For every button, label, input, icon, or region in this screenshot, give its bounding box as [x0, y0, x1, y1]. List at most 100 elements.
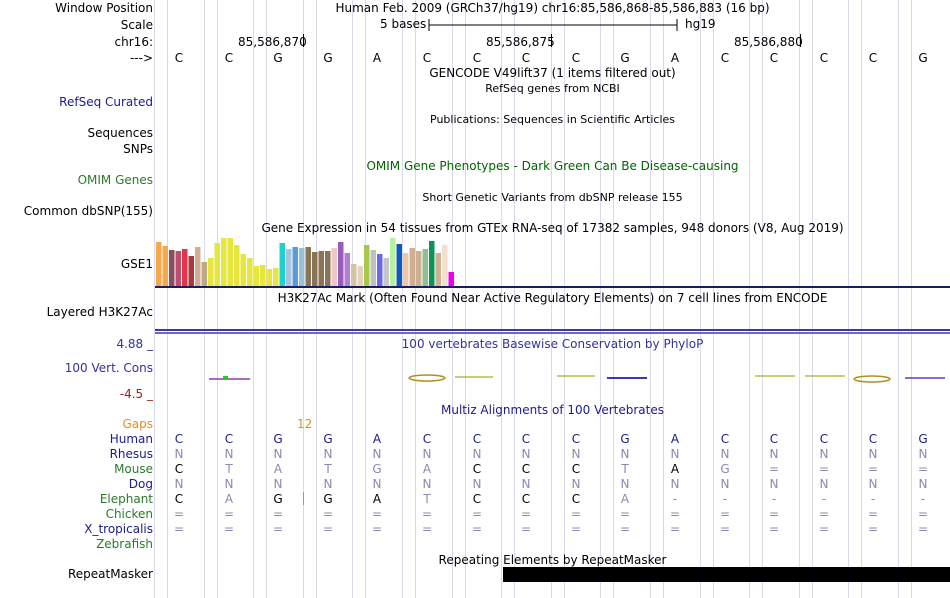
gtex-tissue-bar[interactable]: [169, 250, 175, 286]
label-gaps[interactable]: Gaps: [122, 417, 153, 431]
gtex-tissue-bar[interactable]: [240, 254, 247, 286]
gtex-tissue-bar[interactable]: [292, 247, 299, 286]
gtex-tissue-bar[interactable]: [377, 254, 383, 286]
gtex-tissue-bar[interactable]: [214, 243, 221, 286]
gtex-tissue-bar[interactable]: [396, 244, 403, 286]
reference-base: A: [372, 51, 382, 65]
omim-track-title[interactable]: OMIM Gene Phenotypes - Dark Green Can Be…: [366, 159, 739, 173]
gtex-tissue-bar[interactable]: [260, 265, 266, 286]
label-strand[interactable]: --->: [129, 51, 153, 65]
label-elephant[interactable]: Elephant: [99, 492, 153, 506]
gtex-tissue-bar[interactable]: [201, 262, 208, 286]
label-chicken[interactable]: Chicken: [105, 507, 153, 521]
label-human[interactable]: Human: [109, 432, 153, 446]
gtex-tissue-bar[interactable]: [409, 248, 416, 286]
gtex-tissue-bar[interactable]: [175, 251, 182, 286]
gtex-tissue-bar[interactable]: [448, 272, 455, 286]
label-x-tropicalis[interactable]: X_tropicalis: [84, 522, 153, 536]
gtex-tissue-bar[interactable]: [253, 266, 260, 286]
grid-line: [762, 0, 763, 598]
elephant-base: -: [672, 492, 678, 506]
coordinate-tick-mark-3: [800, 34, 801, 47]
gtex-tissue-bar[interactable]: [370, 250, 377, 286]
gtex-tissue-bar[interactable]: [435, 253, 442, 286]
label-gse1[interactable]: GSE1: [120, 257, 153, 271]
phylop-track-title[interactable]: 100 vertebrates Basewise Conservation by…: [401, 337, 704, 351]
repeatmasker-element[interactable]: [503, 567, 950, 582]
scale-bar: [428, 19, 678, 31]
dbsnp-track-title[interactable]: Short Genetic Variants from dbSNP releas…: [422, 191, 683, 204]
label-refseq-curated[interactable]: RefSeq Curated: [59, 95, 153, 109]
dog-base: N: [819, 477, 829, 491]
gtex-tissue-bar[interactable]: [344, 253, 351, 286]
label-zebrafish[interactable]: Zebrafish: [96, 537, 153, 551]
gap-count: 12: [297, 417, 313, 431]
coordinate-tick-mark-2: [551, 34, 552, 47]
mouse-base: A: [422, 462, 432, 476]
label-sequences[interactable]: Sequences: [87, 126, 153, 140]
gtex-tissue-bar[interactable]: [312, 252, 318, 286]
gtex-tissue-bar[interactable]: [273, 268, 279, 286]
gtex-track-title[interactable]: Gene Expression in 54 tissues from GTEx …: [261, 221, 844, 235]
chicken-base: =: [322, 507, 334, 521]
gtex-tissue-bar[interactable]: [221, 238, 227, 286]
human-base: A: [372, 432, 382, 446]
gtex-tissue-bar[interactable]: [331, 248, 338, 286]
label-window-position: Window Position: [55, 1, 153, 15]
label-dog[interactable]: Dog: [128, 477, 153, 491]
label-mouse[interactable]: Mouse: [114, 462, 153, 476]
refseq-track-title[interactable]: RefSeq genes from NCBI: [485, 82, 620, 95]
track-label-column: Window Position Scale chr16: ---> RefSeq…: [0, 0, 153, 598]
gtex-tissue-bar[interactable]: [318, 251, 325, 286]
gtex-expression-bars[interactable]: [155, 236, 535, 286]
gtex-tissue-bar[interactable]: [299, 248, 305, 286]
gtex-tissue-bar[interactable]: [162, 246, 169, 286]
gtex-tissue-bar[interactable]: [403, 253, 409, 286]
gtex-tissue-bar[interactable]: [156, 242, 162, 286]
gencode-track-title[interactable]: GENCODE V49lift37 (1 items filtered out): [429, 66, 676, 80]
label-cons-min: -4.5 _: [119, 387, 153, 401]
gtex-tissue-bar[interactable]: [351, 264, 357, 286]
grid-line: [799, 0, 800, 598]
gtex-tissue-bar[interactable]: [305, 247, 312, 286]
elephant-base: A: [372, 492, 382, 506]
gtex-tissue-bar[interactable]: [182, 249, 188, 286]
gtex-tissue-bar[interactable]: [338, 242, 344, 286]
label-layered-h3k27ac[interactable]: Layered H3K27Ac: [46, 305, 153, 319]
label-common-dbsnp[interactable]: Common dbSNP(155): [23, 204, 153, 218]
gtex-tissue-bar[interactable]: [416, 251, 422, 286]
chicken-base: =: [520, 507, 532, 521]
gtex-tissue-bar[interactable]: [429, 241, 435, 286]
gtex-tissue-bar[interactable]: [188, 256, 195, 286]
publications-track-title[interactable]: Publications: Sequences in Scientific Ar…: [430, 113, 675, 126]
chicken-base: =: [272, 507, 284, 521]
gtex-tissue-bar[interactable]: [227, 238, 234, 286]
gtex-tissue-bar[interactable]: [195, 247, 201, 286]
mouse-base: T: [621, 462, 629, 476]
label-repeatmasker[interactable]: RepeatMasker: [67, 567, 153, 581]
h3k27ac-track-title[interactable]: H3K27Ac Mark (Often Found Near Active Re…: [277, 291, 828, 305]
gtex-tissue-bar[interactable]: [442, 245, 448, 286]
gtex-tissue-bar[interactable]: [208, 258, 214, 286]
gtex-tissue-bar[interactable]: [383, 258, 390, 286]
gtex-tissue-bar[interactable]: [286, 249, 292, 286]
label-rhesus[interactable]: Rhesus: [109, 447, 153, 461]
gtex-tissue-bar[interactable]: [390, 238, 396, 286]
dog-base: N: [372, 477, 382, 491]
gtex-tissue-bar[interactable]: [266, 269, 273, 286]
gtex-tissue-bar[interactable]: [357, 266, 364, 286]
label-snps[interactable]: SNPs: [123, 142, 153, 156]
multiz-track-title[interactable]: Multiz Alignments of 100 Vertebrates: [440, 403, 665, 417]
gtex-tissue-bar[interactable]: [247, 258, 253, 286]
gtex-tissue-bar[interactable]: [364, 245, 370, 286]
gtex-tissue-bar[interactable]: [422, 249, 429, 286]
label-100-vert-cons[interactable]: 100 Vert. Cons: [64, 361, 153, 375]
repeatmasker-track-title[interactable]: Repeating Elements by RepeatMasker: [438, 553, 667, 567]
label-omim-genes[interactable]: OMIM Genes: [77, 173, 153, 187]
grid-line: [613, 0, 614, 598]
gtex-tissue-bar[interactable]: [325, 251, 331, 286]
phylop-conservation-plot: [209, 374, 945, 383]
gtex-tissue-bar[interactable]: [279, 243, 286, 286]
gtex-tissue-bar[interactable]: [234, 245, 240, 286]
grid-line: [848, 0, 849, 598]
